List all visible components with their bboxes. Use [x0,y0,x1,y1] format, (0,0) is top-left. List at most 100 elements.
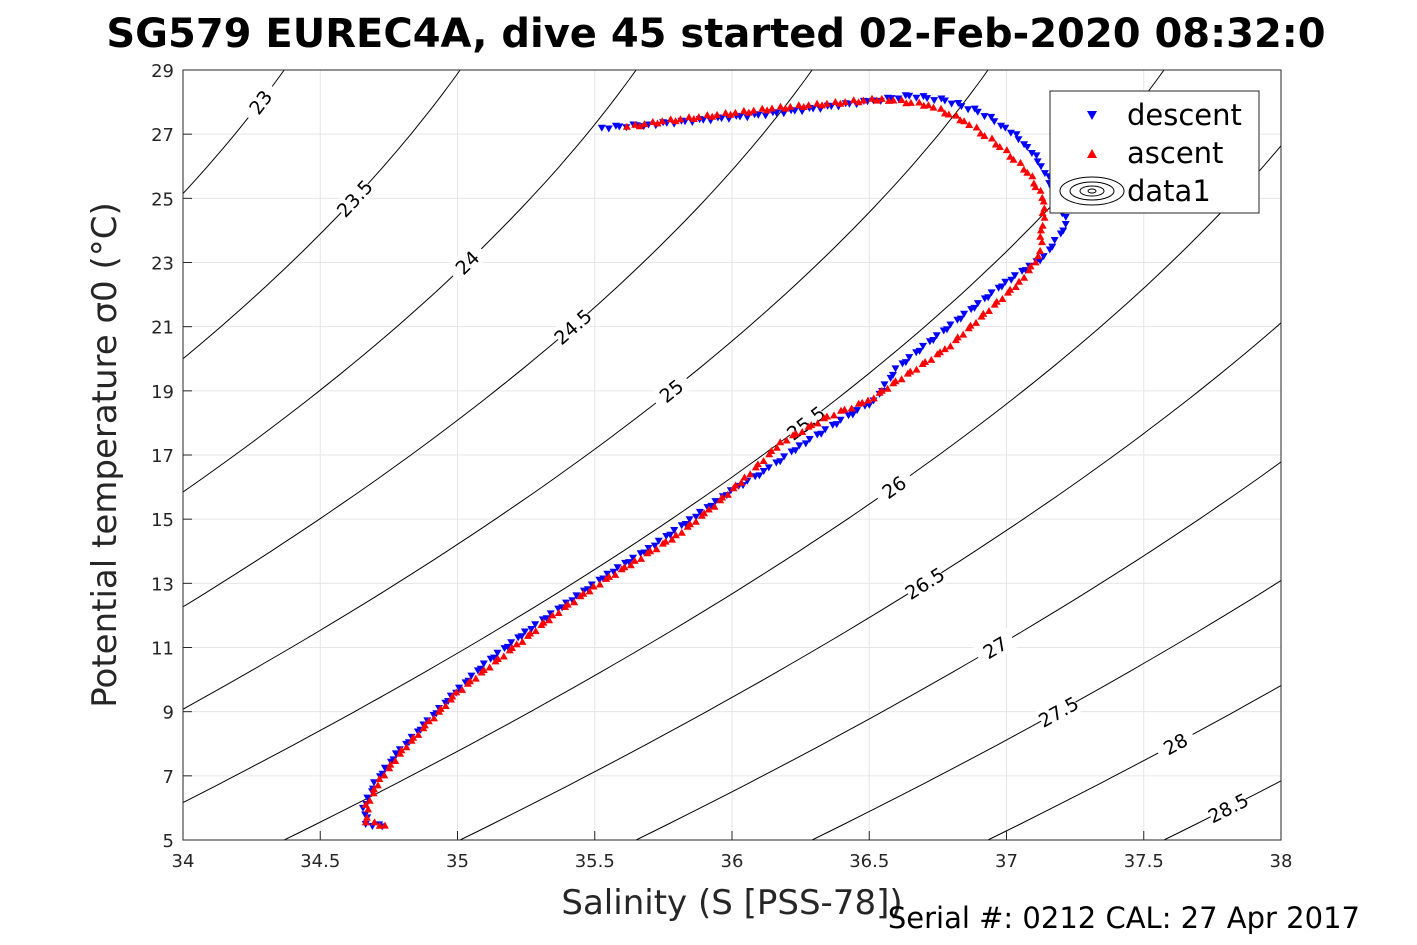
descent-marker [805,436,814,443]
y-tick-label: 27 [151,125,174,146]
descent-marker [636,550,645,558]
descent-marker [967,306,976,314]
ascent-marker [791,429,800,437]
ascent-marker [767,447,776,454]
y-tick-label: 13 [151,574,174,595]
ascent-marker [703,111,712,119]
ascent-marker [554,609,563,616]
ascent-marker [626,561,635,569]
descent-marker [554,605,563,613]
ascent-marker [1020,273,1029,281]
ascent-marker [424,717,433,725]
ascent-marker [854,98,863,106]
ascent-marker [652,545,661,553]
legend-ascent-label: ascent [1127,136,1223,170]
ascent-marker [940,109,949,117]
descent-marker [1027,150,1036,157]
ascent-marker [952,111,961,119]
isopycnal-line [183,70,989,710]
ascent-marker [991,140,1000,148]
ascent-marker [548,611,557,619]
descent-marker [363,794,372,802]
ascent-marker [912,365,921,373]
ascent-marker [579,589,588,597]
descent-marker [1061,221,1070,228]
ascent-marker [772,443,781,451]
x-tick-label: 37.5 [1124,851,1164,872]
descent-marker [964,106,973,114]
ascent-marker [786,102,795,110]
ascent-marker [813,99,822,107]
descent-marker [692,513,700,521]
isopycnal-line [986,684,1281,840]
ascent-marker [658,117,667,125]
descent-marker [711,498,720,506]
ascent-marker [915,98,924,106]
ascent-marker [731,481,740,489]
ascent-marker [759,457,768,464]
ascent-marker [397,746,406,754]
ascent-marker [1016,158,1025,166]
y-axis-ticks: 5 7 9 11 13 15 17 19 21 23 25 27 29 [151,61,192,852]
descent-marker [1001,124,1010,132]
ascent-marker [1011,283,1020,290]
ascent-marker [479,666,488,673]
descent-marker [520,628,529,636]
ascent-marker [740,473,749,481]
descent-marker [828,421,837,429]
ascent-marker [563,600,572,608]
ascent-marker [1039,197,1048,205]
ascent-marker [373,781,382,789]
ascent-marker [1006,285,1015,293]
ascent-marker [794,101,803,109]
ascent-marker [781,104,790,112]
descent-marker [905,354,914,362]
ascent-marker [883,384,892,392]
footer-serial-cal: Serial #: 0212 CAL: 27 Apr 2017 [888,901,1360,935]
ascent-marker [666,115,675,123]
isopycnal-line [810,579,1281,840]
descent-marker [919,342,927,350]
descent-marker [703,504,712,512]
ascent-marker [448,692,457,700]
descent-marker [650,542,659,550]
ascent-marker [370,785,378,793]
ascent-marker [849,96,858,104]
ascent-marker [940,345,949,353]
ascent-marker [452,688,461,696]
x-tick-label: 38 [1270,851,1293,872]
y-tick-label: 11 [151,639,174,660]
ascent-marker [611,570,620,578]
ascent-marker [1006,152,1015,160]
descent-marker [772,459,781,467]
ascent-marker [936,348,944,356]
ascent-marker [430,714,438,722]
y-tick-label: 9 [163,703,174,724]
descent-marker [527,626,536,633]
ascent-marker [1019,165,1028,173]
x-axis-ticks: 34 34.5 35 35.5 36 36.5 37 37.5 38 [172,831,1293,872]
descent-marker [467,672,476,680]
isopycnal-line [183,70,637,493]
descent-marker [1001,278,1010,286]
ascent-marker [1038,193,1047,201]
isopycnal-line [183,70,285,195]
descent-marker [391,750,400,758]
ascent-marker [813,419,822,427]
ascent-marker [929,103,938,111]
descent-marker [597,124,606,132]
descent-marker [1040,170,1049,178]
ascent-marker [782,436,791,444]
ascent-marker [409,733,418,741]
descent-marker [898,360,907,368]
ascent-marker [620,563,629,571]
ascent-marker [902,99,911,107]
ascent-marker [402,743,411,751]
descent-marker [500,645,509,653]
descent-marker [912,349,921,357]
descent-marker [947,100,956,108]
ascent-marker [545,616,554,624]
descent-marker [844,412,853,420]
descent-marker [1039,253,1048,261]
ascent-marker [436,704,445,712]
